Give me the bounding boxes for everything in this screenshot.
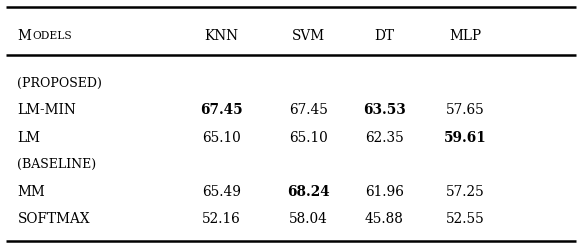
Text: MLP: MLP — [449, 29, 482, 43]
Text: 65.10: 65.10 — [289, 131, 328, 145]
Text: 67.45: 67.45 — [200, 103, 243, 117]
Text: 65.49: 65.49 — [201, 185, 241, 199]
Text: SVM: SVM — [292, 29, 325, 43]
Text: SOFTMAX: SOFTMAX — [17, 213, 90, 226]
Text: LM-MIN: LM-MIN — [17, 103, 76, 117]
Text: 57.25: 57.25 — [446, 185, 485, 199]
Text: 59.61: 59.61 — [444, 131, 487, 145]
Text: 58.04: 58.04 — [289, 213, 328, 226]
Text: KNN: KNN — [204, 29, 238, 43]
Text: 62.35: 62.35 — [365, 131, 403, 145]
Text: 67.45: 67.45 — [289, 103, 328, 117]
Text: LM: LM — [17, 131, 41, 145]
Text: 52.16: 52.16 — [202, 213, 240, 226]
Text: 68.24: 68.24 — [287, 185, 330, 199]
Text: 57.65: 57.65 — [446, 103, 485, 117]
Text: 61.96: 61.96 — [365, 185, 403, 199]
Text: 65.10: 65.10 — [202, 131, 240, 145]
Text: M: M — [17, 29, 31, 43]
Text: ODELS: ODELS — [33, 31, 72, 41]
Text: 52.55: 52.55 — [446, 213, 485, 226]
Text: 45.88: 45.88 — [365, 213, 403, 226]
Text: 63.53: 63.53 — [363, 103, 406, 117]
Text: (BASELINE): (BASELINE) — [17, 158, 97, 171]
Text: DT: DT — [374, 29, 394, 43]
Text: MM: MM — [17, 185, 45, 199]
Text: (PROPOSED): (PROPOSED) — [17, 77, 102, 90]
